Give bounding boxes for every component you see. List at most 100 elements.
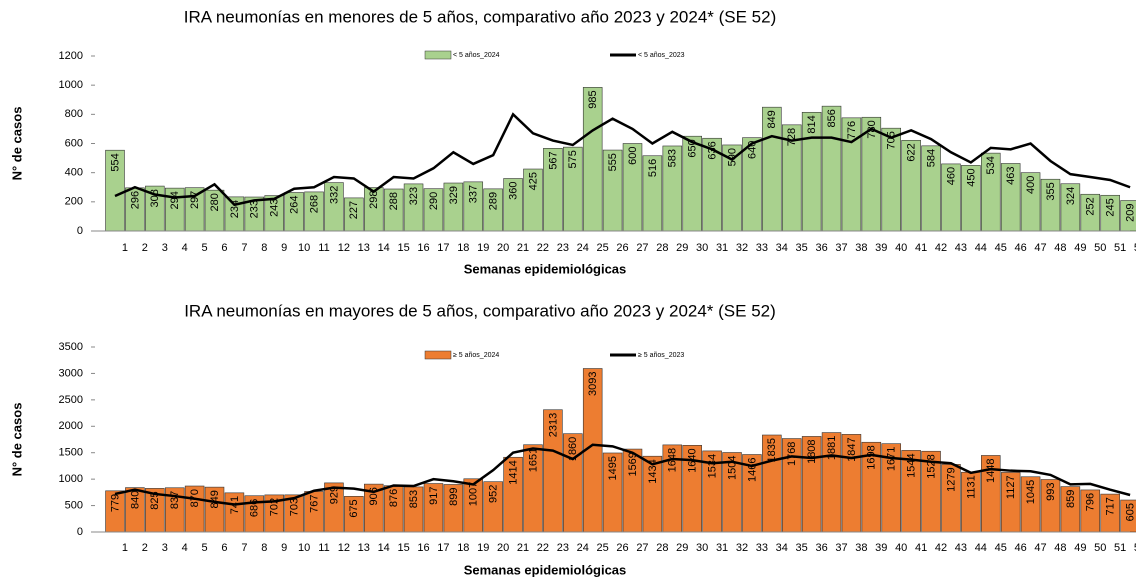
value-label: 400 <box>1025 176 1037 194</box>
value-label: 1528 <box>925 454 937 478</box>
value-label: 1131 <box>965 475 977 499</box>
value-label: 1651 <box>527 448 539 472</box>
x-tick-label: 15 <box>397 542 409 554</box>
x-tick-label: 40 <box>895 542 907 554</box>
value-label: 675 <box>348 499 360 517</box>
x-tick-label: 52 <box>1134 242 1136 254</box>
legend-swatch <box>424 350 452 360</box>
value-label: 686 <box>249 499 261 517</box>
x-tick-label: 24 <box>577 242 589 254</box>
x-tick-label: 24 <box>577 542 589 554</box>
value-label: 993 <box>1045 483 1057 501</box>
x-tick-label: 8 <box>261 242 267 254</box>
x-tick-label: 11 <box>318 242 329 254</box>
x-tick-label: 14 <box>378 542 390 554</box>
line-series <box>114 112 1131 207</box>
x-tick-label: 20 <box>497 242 509 254</box>
value-label: 703 <box>289 498 301 516</box>
value-label: 814 <box>806 115 818 133</box>
value-label: 796 <box>1085 493 1097 511</box>
x-tick-label: 33 <box>756 242 768 254</box>
x-tick-label: 28 <box>656 242 668 254</box>
x-tick-label: 23 <box>557 242 569 254</box>
value-label: 705 <box>886 131 898 149</box>
value-label: 1808 <box>806 439 818 463</box>
value-label: 1835 <box>766 438 778 462</box>
value-label: 1448 <box>985 458 997 482</box>
x-tick-label: 43 <box>955 242 967 254</box>
y-tick-label: 0 <box>77 526 83 538</box>
x-tick-label: 30 <box>696 242 708 254</box>
x-tick-label: 10 <box>298 242 310 254</box>
legend-label: ≥ 5 años_2024 <box>453 352 499 359</box>
value-label: 575 <box>567 150 579 168</box>
x-tick-label: 35 <box>796 542 808 554</box>
value-label: 332 <box>328 186 340 204</box>
x-tick-label: 15 <box>397 242 409 254</box>
value-label: 717 <box>1105 497 1117 515</box>
x-tick-label: 35 <box>796 242 808 254</box>
value-label: 837 <box>169 491 181 509</box>
x-tick-label: 20 <box>497 542 509 554</box>
x-tick-label: 27 <box>636 542 648 554</box>
y-tick-label: 1200 <box>59 50 83 62</box>
y-tick-label: 500 <box>65 499 83 511</box>
x-tick-label: 33 <box>756 542 768 554</box>
value-label: 1466 <box>746 458 758 482</box>
x-tick-label: 34 <box>776 242 788 254</box>
value-label: 779 <box>109 494 121 512</box>
x-tick-label: 16 <box>417 242 429 254</box>
legend-label: < 5 años_2024 <box>453 52 500 59</box>
value-label: 3093 <box>587 372 599 396</box>
x-tick-label: 29 <box>676 242 688 254</box>
x-tick-label: 27 <box>636 242 648 254</box>
x-tick-label: 19 <box>477 542 489 554</box>
x-tick-label: 4 <box>182 542 188 554</box>
value-label: 952 <box>488 485 500 503</box>
x-tick-label: 4 <box>182 242 188 254</box>
x-tick-label: 46 <box>1015 542 1027 554</box>
x-tick-label: 29 <box>676 542 688 554</box>
x-tick-label: 30 <box>696 542 708 554</box>
x-tick-label: 25 <box>597 242 609 254</box>
x-tick-label: 45 <box>995 242 1007 254</box>
value-label: 296 <box>129 191 141 209</box>
x-tick-label: 32 <box>736 242 748 254</box>
y-axis-title: N° de casos <box>9 403 24 477</box>
value-label: 268 <box>308 195 320 213</box>
x-tick-label: 36 <box>815 542 827 554</box>
x-tick-label: 40 <box>895 242 907 254</box>
value-label: 849 <box>209 490 221 508</box>
x-tick-label: 17 <box>437 542 449 554</box>
value-label: 534 <box>985 156 997 174</box>
value-label: 516 <box>647 159 659 177</box>
x-tick-label: 47 <box>1034 242 1046 254</box>
x-tick-label: 7 <box>241 242 247 254</box>
y-tick-label: 800 <box>65 108 83 120</box>
x-tick-label: 44 <box>975 542 987 554</box>
value-label: 917 <box>428 487 440 505</box>
value-label: 605 <box>1125 503 1136 521</box>
value-label: 337 <box>468 185 480 203</box>
y-tick-label: 1000 <box>59 473 83 485</box>
value-label: 1569 <box>627 452 639 476</box>
x-tick-label: 38 <box>855 242 867 254</box>
x-tick-label: 26 <box>616 242 628 254</box>
x-tick-label: 9 <box>281 542 287 554</box>
value-label: 425 <box>527 172 539 190</box>
value-label: 1881 <box>826 436 838 460</box>
x-tick-label: 1 <box>122 242 128 254</box>
value-label: 463 <box>1005 166 1017 184</box>
value-label: 859 <box>1065 490 1077 508</box>
value-label: 243 <box>269 199 281 217</box>
x-tick-label: 22 <box>537 242 549 254</box>
value-label: 929 <box>328 486 340 504</box>
x-tick-label: 12 <box>338 242 350 254</box>
value-label: 583 <box>667 149 679 167</box>
chart-title: IRA neumonías en menores de 5 años, comp… <box>184 7 777 26</box>
x-tick-label: 6 <box>221 242 227 254</box>
value-label: 2313 <box>547 413 559 437</box>
x-tick-label: 46 <box>1015 242 1027 254</box>
value-label: 555 <box>607 153 619 171</box>
x-tick-label: 37 <box>835 542 847 554</box>
